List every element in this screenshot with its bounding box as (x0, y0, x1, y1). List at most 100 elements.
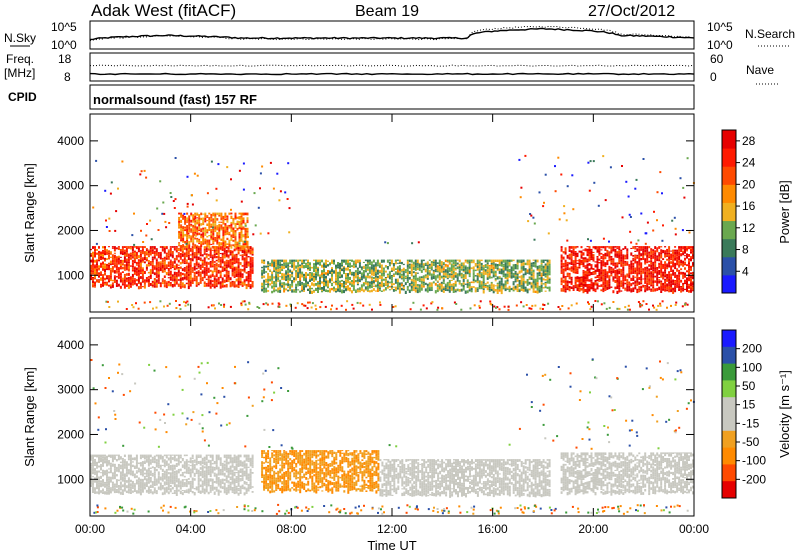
rti-cell (640, 282, 643, 285)
rti-cell (121, 492, 124, 495)
rti-cell (594, 246, 597, 250)
rti-cell (131, 281, 134, 284)
rti-cell (133, 266, 136, 268)
rti-cell (542, 265, 545, 268)
rti-cell (658, 286, 661, 291)
rti-cell (440, 289, 443, 292)
rti-cell (246, 240, 249, 243)
rti-cell (602, 287, 605, 291)
rti-cell (480, 276, 483, 279)
rti-cell (139, 276, 142, 279)
rti-cell (157, 472, 160, 476)
rti-cell (291, 289, 294, 291)
rti-cell (624, 260, 627, 263)
rti-cell (662, 282, 665, 286)
rti-cell (92, 454, 94, 458)
rti-cell (281, 269, 284, 271)
rti-cell (225, 284, 228, 288)
rti-cell (450, 289, 453, 291)
rti-cell (648, 288, 651, 291)
rti-cell (96, 492, 98, 494)
rti-cell (612, 260, 615, 263)
rti-cell (562, 269, 565, 273)
rti-cell (287, 268, 290, 271)
rti-cell (374, 277, 377, 280)
rti-cell (135, 253, 138, 256)
rti-cell (137, 307, 140, 310)
rti-cell (301, 283, 304, 286)
rti-cell (337, 262, 339, 265)
rti-cell (690, 277, 692, 279)
rti-cell (468, 259, 471, 262)
rti-cell (352, 265, 355, 269)
rti-cell (212, 245, 215, 249)
rti-cell (664, 269, 667, 272)
rti-cell (149, 263, 152, 266)
rti-cell (109, 260, 112, 264)
rti-cell (180, 224, 183, 226)
rti-cell (388, 264, 391, 267)
rti-cell (666, 263, 669, 265)
rti-cell (90, 466, 92, 469)
rti-cell (390, 269, 393, 271)
rti-cell (484, 267, 487, 268)
rti-cell (297, 268, 300, 271)
rti-cell (167, 273, 170, 276)
rti-cell (171, 254, 174, 258)
rti-cell (231, 257, 234, 261)
nsky-tick-top: 10^5 (51, 20, 77, 34)
rti-cell (96, 252, 98, 255)
rti-cell (199, 264, 202, 267)
rti-cell (532, 264, 535, 266)
rti-cell (178, 212, 181, 215)
rti-cell (323, 262, 325, 265)
rti-cell (215, 187, 218, 190)
rti-cell (661, 192, 663, 195)
rti-cell (446, 264, 449, 268)
rti-cell (155, 492, 158, 495)
rti-cell (460, 274, 463, 277)
rti-cell (620, 275, 623, 277)
rti-cell (444, 263, 447, 267)
colorbar-tick-label: 12 (742, 221, 756, 235)
rti-cell (364, 275, 367, 278)
rti-cell (530, 266, 533, 270)
rti-cell (233, 285, 236, 288)
rti-cell (186, 300, 189, 303)
rti-cell (516, 275, 519, 277)
rti-cell (175, 277, 178, 280)
rti-cell (159, 266, 162, 268)
rti-cell (590, 250, 593, 253)
rti-cell (568, 262, 571, 265)
rti-cell (374, 279, 377, 282)
rti-cell (193, 274, 196, 278)
rti-cell (287, 271, 290, 274)
rti-cell (197, 273, 200, 277)
rti-cell (100, 251, 102, 255)
rti-cell (568, 256, 571, 258)
rti-cell (217, 253, 220, 257)
rti-cell (628, 281, 631, 283)
rti-cell (321, 272, 323, 276)
rti-cell (215, 246, 218, 249)
rti-cell (469, 307, 472, 310)
rti-cell (682, 252, 685, 256)
rti-cell (317, 270, 319, 274)
rti-cell (157, 458, 160, 460)
rti-cell (186, 217, 189, 220)
rti-cell (345, 285, 347, 289)
rti-cell (115, 284, 118, 287)
rti-cell (418, 276, 421, 279)
rti-cell (141, 485, 144, 489)
rti-cell (204, 241, 207, 245)
rti-cell (488, 288, 491, 290)
rti-cell (149, 269, 152, 272)
rti-cell (642, 250, 645, 253)
rti-cell (104, 263, 106, 266)
rti-cell (125, 469, 128, 472)
rti-cell (220, 217, 223, 221)
rti-cell (131, 253, 134, 257)
rti-cell (692, 262, 694, 266)
rti-cell (568, 288, 571, 292)
